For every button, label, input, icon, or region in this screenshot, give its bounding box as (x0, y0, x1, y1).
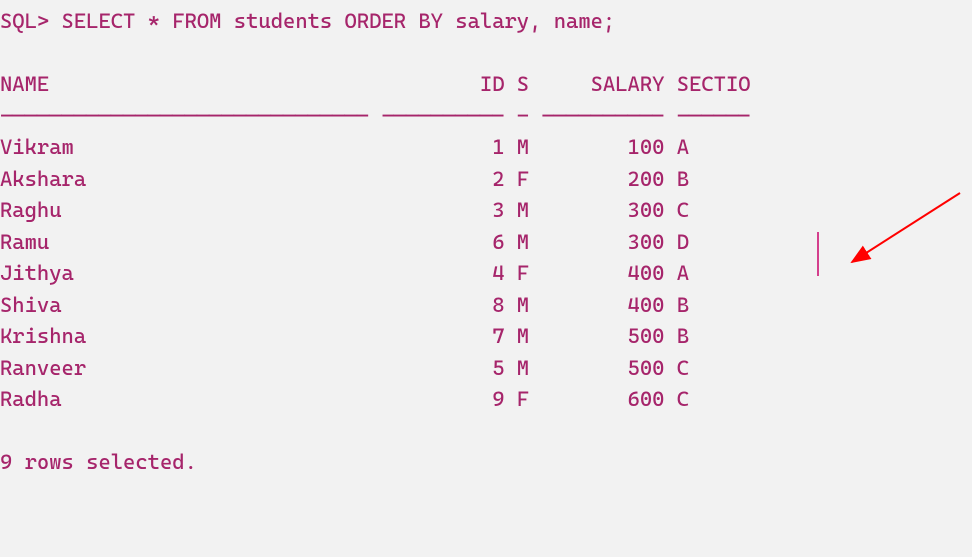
sql-terminal: SQL> SELECT * FROM students ORDER BY sal… (0, 0, 972, 479)
sql-output: SQL> SELECT * FROM students ORDER BY sal… (0, 6, 972, 479)
